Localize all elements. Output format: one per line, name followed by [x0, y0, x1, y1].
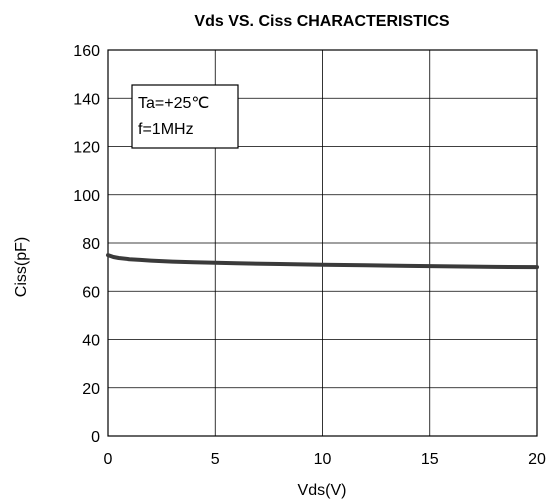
conditions-box: Ta=+25℃ f=1MHz	[131, 84, 239, 149]
y-tick-label: 60	[82, 284, 100, 301]
x-tick-label: 15	[421, 451, 439, 468]
x-tick-label: 5	[211, 451, 220, 468]
y-tick-label: 140	[73, 91, 100, 108]
conditions-box-frame	[131, 84, 239, 149]
tick-labels: 0 20 40 60 80 100 120 140 160 0 5 10 15 20	[73, 43, 546, 468]
y-tick-label: 100	[73, 188, 100, 205]
ciss-series-line	[106, 253, 539, 270]
x-axis-label: Vds(V)	[298, 482, 347, 499]
y-tick-label: 120	[73, 140, 100, 157]
x-tick-label: 10	[314, 451, 332, 468]
plot-frame	[107, 49, 538, 437]
y-tick-label: 20	[82, 381, 100, 398]
y-tick-label: 80	[82, 236, 100, 253]
series	[106, 253, 539, 270]
x-tick-label: 0	[104, 451, 113, 468]
x-tick-label: 20	[528, 451, 546, 468]
y-tick-label: 40	[82, 333, 100, 350]
chart-title: Vds VS. Ciss CHARACTERISTICS	[194, 13, 449, 30]
y-tick-label: 160	[73, 43, 100, 60]
condition-frequency: f=1MHz	[138, 121, 194, 138]
y-tick-label: 0	[91, 429, 100, 446]
y-axis-label: Ciss(pF)	[13, 237, 30, 297]
condition-temperature: Ta=+25℃	[138, 95, 209, 112]
